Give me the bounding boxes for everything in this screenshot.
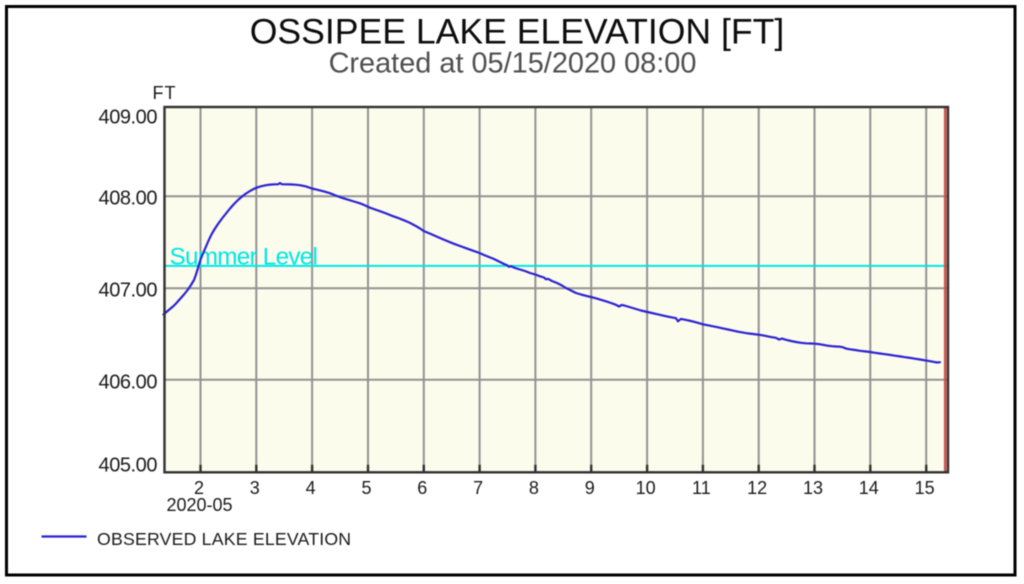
svg-text:Summer Level: Summer Level [170, 244, 318, 271]
svg-text:10: 10 [636, 478, 656, 498]
svg-text:14: 14 [859, 478, 879, 498]
svg-text:3: 3 [250, 478, 260, 498]
svg-text:407.00: 407.00 [99, 279, 158, 301]
svg-text:409.00: 409.00 [99, 106, 158, 128]
svg-text:408.00: 408.00 [99, 187, 158, 209]
svg-text:12: 12 [747, 478, 767, 498]
svg-text:Created at 05/15/2020 08:00: Created at 05/15/2020 08:00 [329, 48, 697, 80]
svg-text:OSSIPEE LAKE ELEVATION [FT]: OSSIPEE LAKE ELEVATION [FT] [250, 11, 785, 51]
svg-text:4: 4 [306, 478, 316, 498]
svg-text:13: 13 [803, 478, 823, 498]
svg-text:5: 5 [361, 478, 371, 498]
svg-text:OBSERVED LAKE ELEVATION: OBSERVED LAKE ELEVATION [97, 529, 351, 549]
svg-text:FT: FT [153, 83, 177, 103]
svg-text:11: 11 [692, 478, 711, 498]
svg-text:406.00: 406.00 [99, 371, 158, 393]
svg-text:2020-05: 2020-05 [166, 495, 232, 515]
svg-text:8: 8 [529, 478, 539, 498]
svg-text:9: 9 [585, 478, 595, 498]
svg-text:15: 15 [915, 478, 935, 498]
svg-text:6: 6 [417, 478, 427, 498]
svg-text:7: 7 [473, 478, 483, 498]
svg-text:405.00: 405.00 [99, 454, 158, 476]
svg-text:2: 2 [194, 478, 204, 498]
